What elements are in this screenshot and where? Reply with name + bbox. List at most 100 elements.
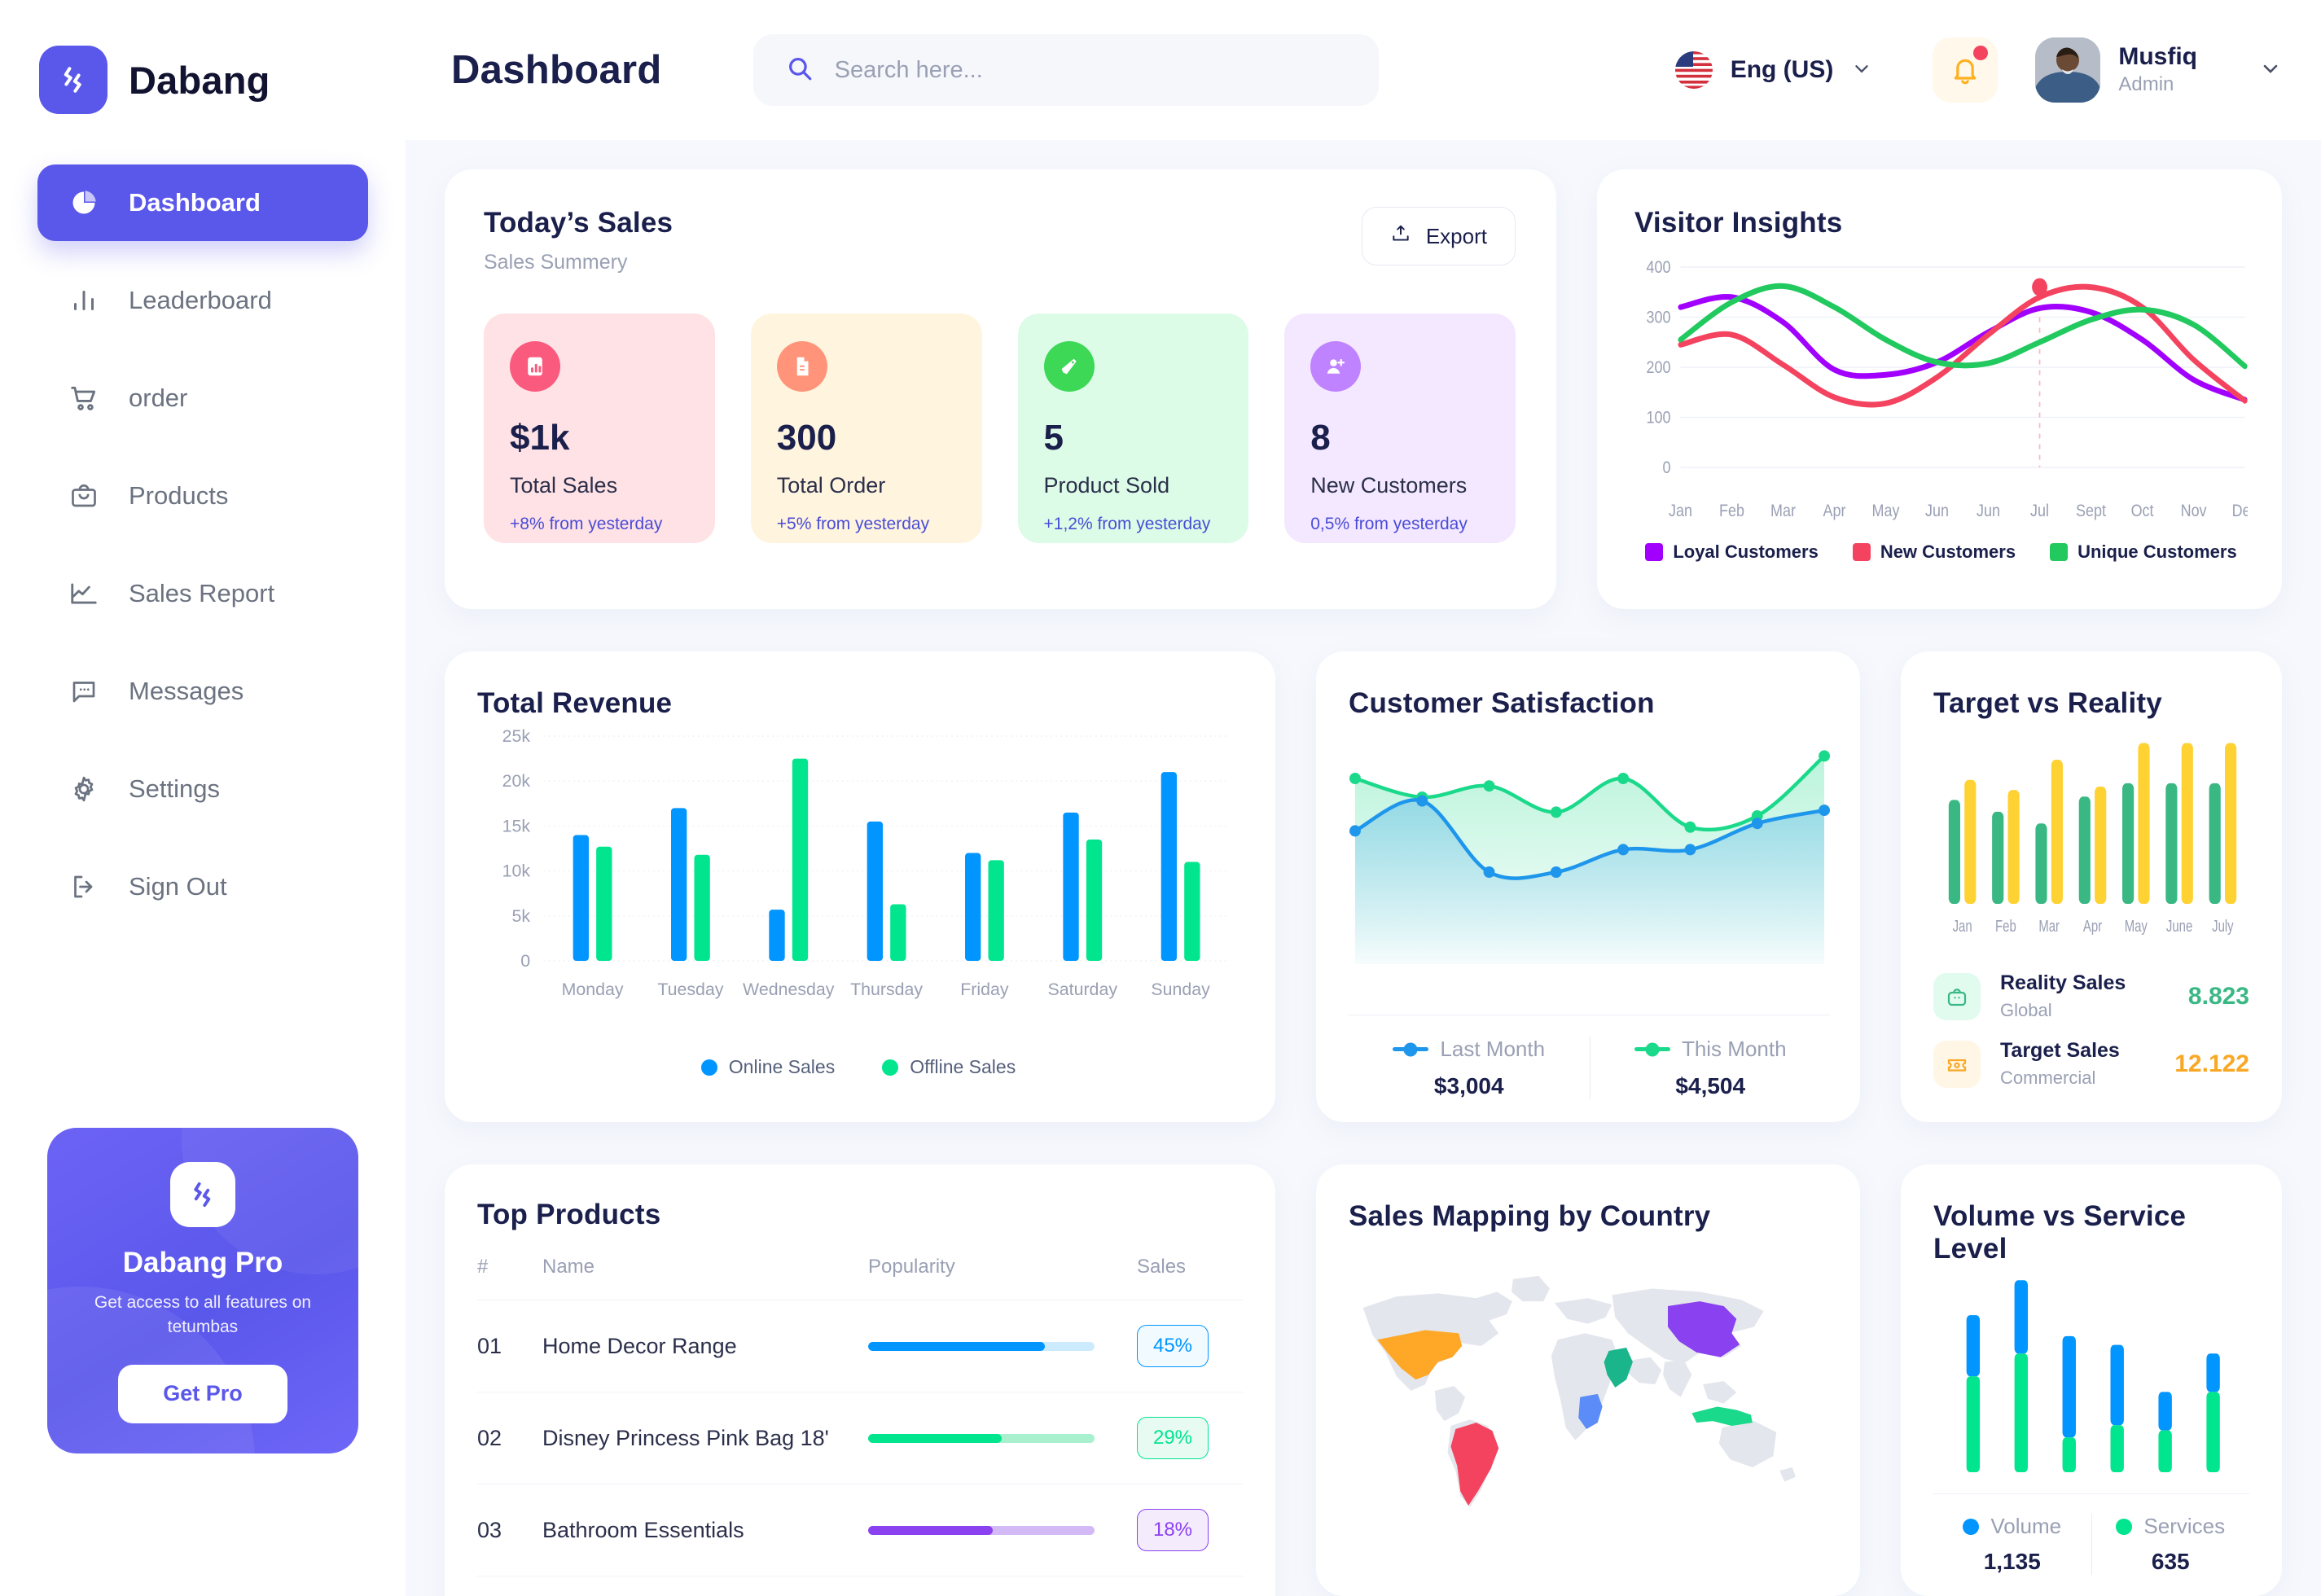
legend-label: This Month [1681, 1037, 1787, 1061]
row-1: Today’s Sales Sales Summery Export [445, 169, 2282, 609]
sidebar-item-products[interactable]: Products [37, 458, 368, 534]
promo-card: Dabang Pro Get access to all features on… [47, 1128, 358, 1454]
column-header: Sales [1137, 1256, 1243, 1300]
brand-name: Dabang [129, 58, 270, 102]
customer-satisfaction-footer: Last Month $3,004 This Month $4,504 [1349, 1015, 1831, 1099]
svg-text:Feb: Feb [1719, 502, 1744, 521]
country-saudi-arabia[interactable] [1604, 1348, 1633, 1388]
dashboard-content: Today’s Sales Sales Summery Export [406, 140, 2321, 1596]
stat-card-total-sales: $1k Total Sales +8% from yesterday [484, 314, 715, 543]
legend-item: Unique Customers [2050, 542, 2237, 563]
export-button[interactable]: Export [1361, 207, 1516, 265]
legend-label: Offline Sales [910, 1056, 1016, 1077]
svg-text:Tuesday: Tuesday [657, 980, 724, 999]
country-indonesia[interactable] [1691, 1406, 1753, 1427]
svg-text:25k: 25k [502, 727, 531, 746]
card-subtitle: Sales Summery [484, 251, 628, 274]
customer-satisfaction-chart [1349, 720, 1831, 993]
brand[interactable]: Dabang [0, 0, 406, 114]
legend-label: Unique Customers [2077, 542, 2237, 562]
country-china[interactable] [1668, 1301, 1740, 1357]
svg-text:0: 0 [1662, 458, 1670, 478]
country-united-states[interactable] [1377, 1330, 1463, 1380]
legend-swatch [1963, 1518, 1980, 1535]
tag-icon [1043, 341, 1095, 392]
legend-label: Online Sales [728, 1056, 836, 1077]
svg-text:400: 400 [1647, 258, 1671, 278]
table-row[interactable]: 03 Bathroom Essentials 18% [477, 1484, 1243, 1576]
table-row[interactable]: 01 Home Decor Range 45% [477, 1300, 1243, 1392]
svg-text:15k: 15k [502, 818, 531, 836]
legend-sub: Commercial [2000, 1068, 2096, 1088]
product-rank: 01 [477, 1300, 542, 1392]
stat-card-total-order: 300 Total Order +5% from yesterday [750, 314, 982, 543]
user-plus-icon [1310, 341, 1362, 392]
popularity-bar [868, 1433, 1095, 1443]
stat-value: 300 [776, 418, 837, 458]
target-vs-reality-chart: Jan Feb Mar Apr May June July [1933, 720, 2249, 960]
sidebar-item-sales-report[interactable]: Sales Report [37, 555, 368, 632]
legend-item: Offline Sales [882, 1056, 1016, 1078]
legend-swatch [2116, 1518, 2133, 1535]
sidebar-item-messages[interactable]: Messages [37, 653, 368, 730]
svg-text:10k: 10k [502, 862, 531, 881]
sidebar-item-label: Messages [129, 677, 244, 705]
main-area: Dashboard [406, 0, 2321, 1596]
sales-badge: 18% [1137, 1509, 1209, 1551]
map-base-layer [1362, 1275, 1796, 1508]
notification-badge [1973, 46, 1989, 60]
avatar [2035, 37, 2101, 103]
bell-icon [1955, 59, 1977, 85]
total-revenue-legend: Online Sales Offline Sales [477, 1056, 1239, 1078]
amount: 635 [2151, 1549, 2190, 1574]
sidebar-item-leaderboard[interactable]: Leaderboard [37, 262, 368, 339]
table-row[interactable]: 04Apple Smartwatches 25% [477, 1576, 1243, 1596]
dollar-logo-icon [170, 1162, 235, 1227]
svg-text:300: 300 [1647, 308, 1671, 327]
svg-text:Sept: Sept [2076, 502, 2106, 521]
search-icon [786, 55, 814, 86]
language-selector[interactable]: Eng (US) [1674, 51, 1873, 89]
notification-button[interactable] [1933, 37, 1999, 103]
svg-text:Thursday: Thursday [850, 980, 923, 999]
stat-card-product-sold: 5 Product Sold +1,2% from yesterday [1017, 314, 1249, 543]
product-sales: 25% [1137, 1576, 1243, 1596]
card-title: Customer Satisfaction [1349, 687, 1655, 719]
search-input[interactable] [834, 56, 1346, 84]
svg-text:Jan: Jan [1669, 502, 1692, 521]
sidebar: Dabang Dashboard Leaderboard [0, 0, 406, 1596]
country-brazil[interactable] [1450, 1423, 1499, 1506]
pie-chart-icon [67, 186, 101, 220]
get-pro-button[interactable]: Get Pro [118, 1364, 287, 1423]
legend-label: New Customers [1880, 542, 2016, 562]
product-name: Bathroom Essentials [542, 1484, 868, 1576]
product-rank: 02 [477, 1392, 542, 1484]
visitor-insights-card: Visitor Insights 0 100 200 300 400 Jan Feb Mar… [1597, 169, 2282, 609]
sidebar-item-order[interactable]: order [37, 360, 368, 436]
product-popularity [868, 1300, 1137, 1392]
amount: 1,135 [1983, 1549, 2041, 1574]
svg-text:Des: Des [2232, 502, 2248, 521]
stat-delta: +5% from yesterday [776, 515, 930, 533]
country-dr-congo[interactable] [1578, 1393, 1603, 1429]
card-title: Top Products [477, 1199, 661, 1230]
legend-label: Loyal Customers [1673, 542, 1819, 562]
svg-text:Apr: Apr [2083, 917, 2102, 936]
svg-text:Mar: Mar [2038, 917, 2060, 936]
us-flag-icon [1674, 51, 1713, 89]
svg-text:Feb: Feb [1995, 917, 2016, 936]
card-title: Volume vs Service Level [1933, 1200, 2187, 1265]
product-name: Apple Smartwatches [542, 1576, 868, 1596]
svg-text:20k: 20k [502, 772, 531, 791]
sidebar-item-dashboard[interactable]: Dashboard [37, 164, 368, 241]
satisfaction-this-month: This Month $4,504 [1589, 1037, 1832, 1099]
product-sales: 29% [1137, 1392, 1243, 1484]
sidebar-nav: Dashboard Leaderboard order [0, 164, 406, 925]
sidebar-item-settings[interactable]: Settings [37, 751, 368, 827]
legend-sub: Global [2000, 1000, 2052, 1020]
sidebar-item-sign-out[interactable]: Sign Out [37, 848, 368, 925]
table-row[interactable]: 02 Disney Princess Pink Bag 18' 29% [477, 1392, 1243, 1484]
search-box[interactable] [752, 34, 1379, 106]
user-menu[interactable]: Musfiq Admin [2035, 37, 2282, 103]
